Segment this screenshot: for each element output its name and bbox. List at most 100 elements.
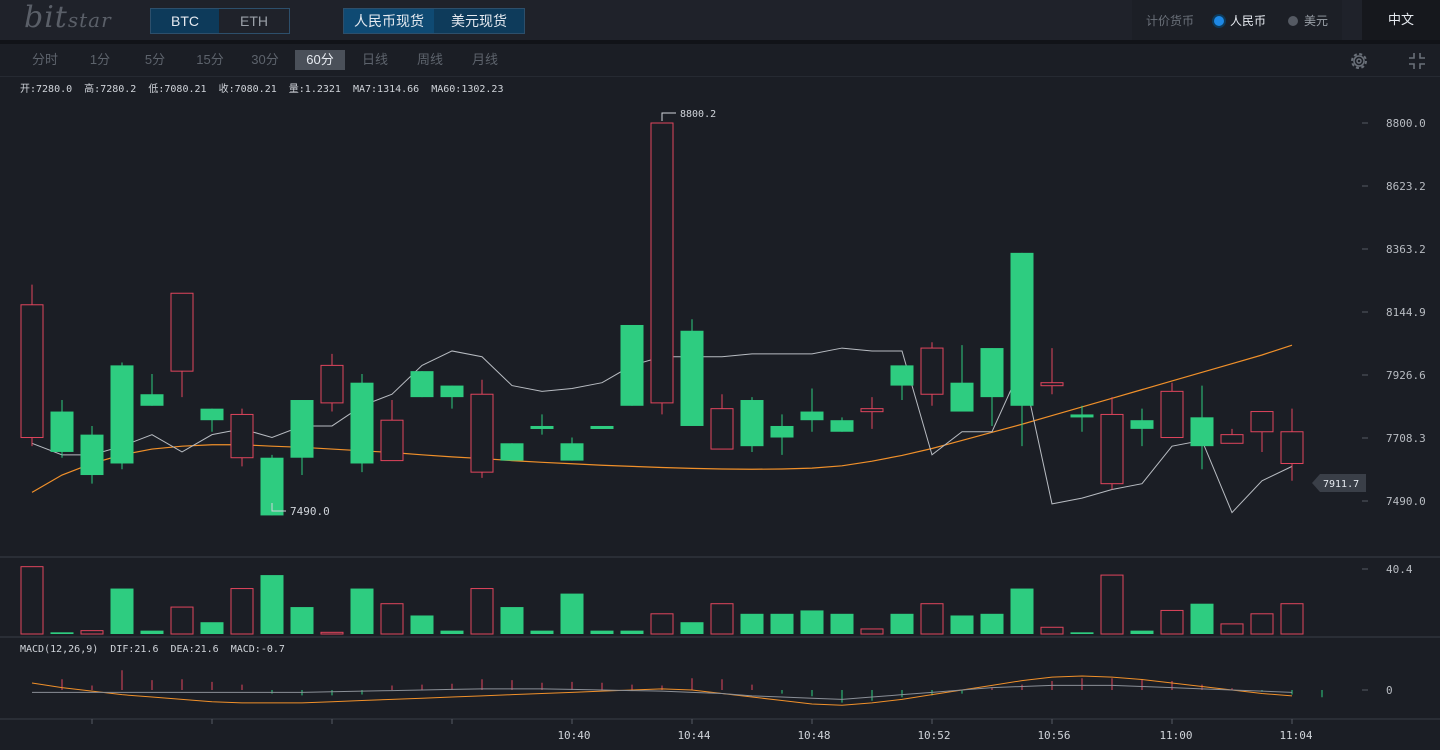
candle-body-up bbox=[80, 434, 104, 476]
volume-bar-up bbox=[560, 593, 584, 634]
bitstar-logo: bitstar bbox=[24, 0, 112, 35]
volume-bar-up bbox=[980, 613, 1004, 634]
radio-unchecked-icon bbox=[1288, 15, 1298, 26]
candle-body-down bbox=[650, 122, 674, 404]
volume-bar-up bbox=[1130, 630, 1154, 634]
compress-icon[interactable] bbox=[1406, 50, 1428, 72]
candle-body-up bbox=[260, 457, 284, 516]
low-marker-label: 7490.0 bbox=[290, 505, 330, 518]
volume-bar-up bbox=[800, 610, 824, 634]
price-tick-label: 8623.2 bbox=[1386, 180, 1426, 193]
kline-chart[interactable]: 8800.0 8623.2 8363.2 8144.9 7926.6 7708.3 7490… bbox=[0, 76, 1440, 750]
radio-checked-icon bbox=[1214, 15, 1224, 26]
candle-body-down bbox=[860, 408, 884, 413]
candle-body-up bbox=[440, 385, 464, 398]
candle-body-up bbox=[740, 400, 764, 447]
volume-bar-up bbox=[500, 607, 524, 634]
language-button[interactable]: 中文 bbox=[1362, 0, 1440, 40]
tab-weekly[interactable]: 周线 bbox=[416, 52, 443, 67]
candle-body-down bbox=[230, 413, 254, 459]
time-tick-label: 10:56 bbox=[1037, 729, 1070, 742]
candle-body-up bbox=[1010, 252, 1034, 406]
candle-body-down bbox=[1250, 411, 1274, 433]
volume-bar-down bbox=[920, 603, 944, 635]
candle-body-down bbox=[470, 393, 494, 473]
volume-bar-up bbox=[740, 613, 764, 634]
tab-15min[interactable]: 15分 bbox=[196, 52, 224, 67]
currency-radio-cny[interactable]: 人民币 bbox=[1214, 12, 1266, 29]
volume-bar-up bbox=[620, 630, 644, 634]
high-marker-arrow bbox=[661, 112, 676, 121]
tab-5min[interactable]: 5分 bbox=[144, 52, 166, 67]
macd-tick-label: 0 bbox=[1386, 684, 1393, 697]
time-tick-label: 11:00 bbox=[1159, 729, 1192, 742]
volume-bar-down bbox=[650, 613, 674, 635]
last-price-label: 7911.7 bbox=[1323, 479, 1359, 490]
candle-body-up bbox=[110, 365, 134, 464]
tab-monthly[interactable]: 月线 bbox=[471, 52, 498, 67]
candle-body-up bbox=[200, 408, 224, 421]
currency-selector: 计价货币 人民币 美元 bbox=[1132, 0, 1342, 40]
currency-label: 计价货币 bbox=[1146, 14, 1195, 28]
candle-body-down bbox=[170, 292, 194, 372]
high-marker-label: 8800.2 bbox=[680, 109, 716, 120]
volume-bar-down bbox=[20, 566, 44, 635]
volume-bar-down bbox=[1040, 626, 1064, 635]
time-tick-label: 10:52 bbox=[917, 729, 950, 742]
volume-bar-down bbox=[860, 628, 884, 635]
tab-60min[interactable]: 60分 bbox=[295, 50, 345, 70]
volume-bar-up bbox=[890, 613, 914, 634]
volume-bar-up bbox=[410, 615, 434, 634]
price-tick-label: 7926.6 bbox=[1386, 369, 1426, 382]
candle-body-up bbox=[50, 411, 74, 452]
tab-30min[interactable]: 30分 bbox=[251, 52, 279, 67]
gear-icon[interactable] bbox=[1348, 50, 1370, 72]
volume-bar-up bbox=[440, 630, 464, 634]
time-tick-label: 11:04 bbox=[1279, 729, 1312, 742]
candle-body-down bbox=[1280, 431, 1304, 464]
candle-body-up bbox=[1070, 414, 1094, 418]
candle-body-up bbox=[290, 400, 314, 458]
candle-body-up bbox=[680, 330, 704, 426]
volume-bar-up bbox=[590, 630, 614, 634]
volume-bar-up bbox=[530, 630, 554, 634]
candle-body-up bbox=[560, 443, 584, 461]
volume-bar-up bbox=[1190, 603, 1214, 634]
candle-body-up bbox=[800, 411, 824, 421]
candle-body-down bbox=[710, 408, 734, 450]
candle-body-up bbox=[950, 382, 974, 412]
coin-tab-btc[interactable]: BTC bbox=[151, 9, 219, 33]
market-tab-usd-spot[interactable]: 美元现货 bbox=[434, 9, 524, 33]
volume-bar-down bbox=[710, 603, 734, 635]
market-tab-cny-spot[interactable]: 人民币现货 bbox=[344, 9, 434, 33]
volume-bar-down bbox=[80, 630, 104, 635]
candle-body-down bbox=[1040, 382, 1064, 387]
volume-bar-down bbox=[170, 606, 194, 635]
candle-body-up bbox=[350, 382, 374, 464]
ohlc-info-bar: 开:7280.0 高:7280.2 低:7080.21 收:7080.21 量:… bbox=[20, 84, 504, 95]
volume-bar-down bbox=[1160, 609, 1184, 635]
candle-body-up bbox=[890, 365, 914, 386]
tab-daily[interactable]: 日线 bbox=[361, 52, 388, 67]
currency-radio-usd[interactable]: 美元 bbox=[1288, 12, 1328, 29]
candle-body-up bbox=[500, 443, 524, 461]
tab-1min[interactable]: 1分 bbox=[89, 52, 111, 67]
volume-bar-down bbox=[380, 603, 404, 635]
candle-body-down bbox=[320, 364, 344, 404]
volume-bar-down bbox=[1250, 613, 1274, 635]
candle-body-up bbox=[590, 425, 614, 429]
volume-bar-down bbox=[470, 588, 494, 635]
candle-body-up bbox=[980, 348, 1004, 398]
volume-bar-up bbox=[200, 622, 224, 634]
low-marker-arrow bbox=[271, 503, 286, 512]
coin-tab-eth[interactable]: ETH bbox=[219, 9, 289, 33]
candle-body-up bbox=[770, 425, 794, 438]
price-tick-label: 8363.2 bbox=[1386, 243, 1426, 256]
period-tabs: 分时 1分 5分 15分 30分 60分 日线 周线 月线 bbox=[0, 44, 1440, 77]
candle-body-up bbox=[530, 425, 554, 429]
volume-bar-up bbox=[290, 607, 314, 634]
candle-body-down bbox=[1100, 413, 1124, 485]
macd-dea-line bbox=[32, 684, 1293, 700]
candle-body-up bbox=[830, 420, 854, 432]
tab-timeline[interactable]: 分时 bbox=[31, 52, 58, 67]
